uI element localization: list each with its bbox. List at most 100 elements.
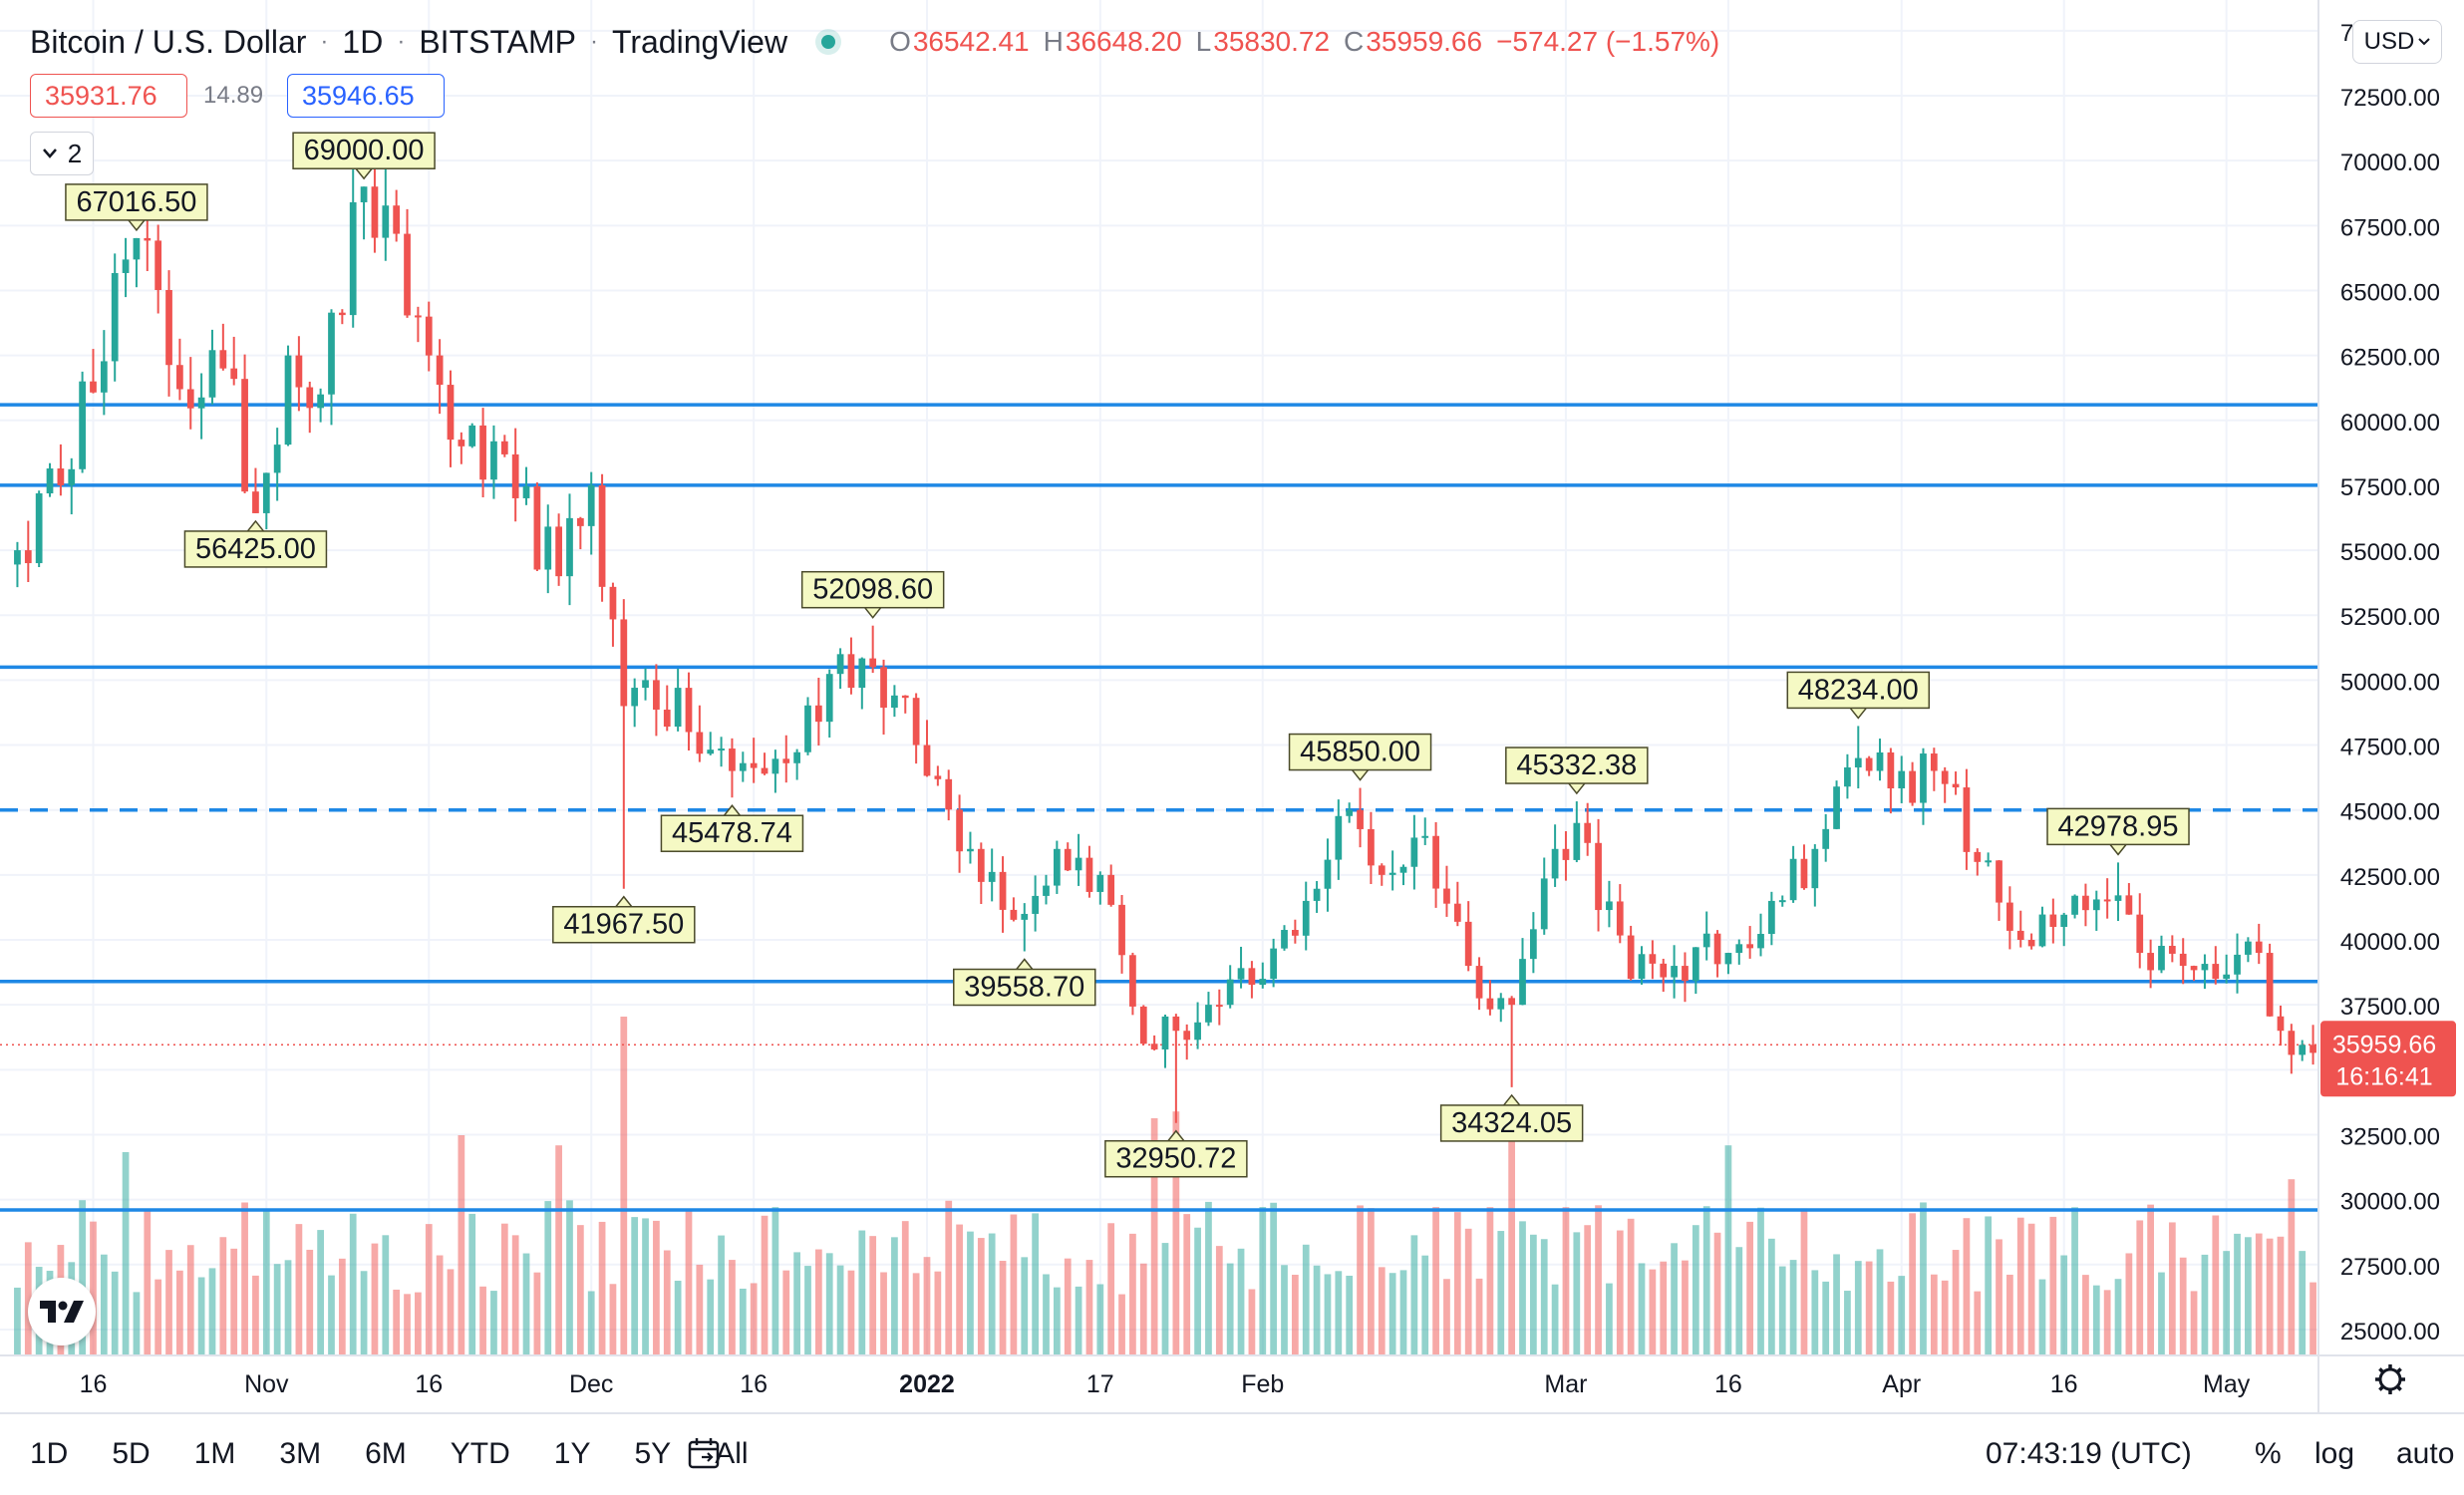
ask-price[interactable]: 35946.65 (287, 74, 445, 118)
last-price-badge[interactable]: 35959.66 16:16:41 (2320, 1021, 2456, 1097)
candle-body (609, 586, 617, 620)
gear-tooth (2378, 1385, 2384, 1391)
chevron-down-icon (2418, 38, 2431, 46)
range-1d[interactable]: 1D (30, 1437, 69, 1470)
volume-bar (1508, 1131, 1516, 1355)
candle-body (1530, 929, 1537, 960)
candle-body (977, 848, 985, 882)
candle-body (360, 186, 368, 202)
candle-body (1595, 842, 1602, 911)
separator-dot: · (397, 28, 406, 55)
volume-bar (1064, 1258, 1072, 1355)
volume-bar (1443, 1279, 1450, 1355)
candle-body (945, 778, 953, 810)
range-3m[interactable]: 3M (279, 1437, 322, 1470)
candle-body (2158, 946, 2165, 971)
candle-body (696, 732, 704, 754)
indicator-count: 2 (67, 138, 83, 168)
range-6m[interactable]: 6M (365, 1437, 407, 1470)
volume-bar (252, 1275, 259, 1355)
auto-toggle[interactable]: auto (2396, 1437, 2455, 1470)
candle-body (1692, 947, 1699, 982)
volume-bar (522, 1253, 530, 1355)
volume-bar (1898, 1276, 1906, 1355)
range-1y[interactable]: 1Y (553, 1437, 591, 1470)
range-ytd[interactable]: YTD (450, 1437, 510, 1470)
volume-bar (1854, 1261, 1862, 1355)
time-tick-label: 2022 (899, 1370, 955, 1398)
candle-body (923, 745, 931, 776)
candle-body (533, 485, 541, 570)
candle-body (1139, 1006, 1147, 1045)
time-tick-label: 17 (1086, 1370, 1114, 1398)
candle-body (511, 453, 519, 498)
price-label-text: 69000.00 (304, 135, 425, 166)
clock-utc[interactable]: 07:43:19 (UTC) (1986, 1437, 2192, 1470)
candle-body (393, 205, 401, 234)
symbol-name[interactable]: Bitcoin / U.S. Dollar (30, 23, 307, 60)
time-tick-label: 16 (415, 1370, 443, 1398)
volume-bar (1996, 1239, 2002, 1355)
candle-body (1118, 904, 1125, 956)
volume-bar (2277, 1236, 2285, 1355)
volume-bar (1822, 1281, 1830, 1355)
volume-bar (1421, 1255, 1429, 1355)
date-range-icon[interactable] (686, 1435, 724, 1473)
volume-bar (176, 1270, 183, 1355)
candle-body (1876, 751, 1884, 771)
bid-price[interactable]: 35931.76 (30, 74, 187, 118)
volume-bar (1952, 1250, 1960, 1355)
candle-body (1302, 900, 1310, 936)
candle-body (1248, 968, 1256, 986)
candle-body (404, 233, 411, 316)
last-price-badge-bg (2320, 1021, 2456, 1097)
spread-value: 14.89 (203, 82, 264, 109)
range-5d[interactable]: 5D (112, 1437, 151, 1470)
candle-body (956, 809, 963, 852)
interval-label[interactable]: 1D (342, 23, 384, 60)
range-1m[interactable]: 1M (193, 1437, 236, 1470)
log-toggle[interactable]: log (2314, 1437, 2355, 1470)
candle-body (1129, 955, 1136, 1007)
volume-bar (2245, 1237, 2252, 1355)
volume-bar (1974, 1291, 1982, 1355)
market-status-icon[interactable] (821, 35, 836, 49)
volume-bar (1497, 1231, 1505, 1355)
volume-bar (2060, 1255, 2068, 1355)
volume-bar (500, 1223, 508, 1355)
gear-icon[interactable] (2375, 1364, 2405, 1394)
volume-bar (1129, 1233, 1136, 1355)
volume-bar (511, 1235, 519, 1355)
callout-box (1288, 733, 1432, 771)
candle-body (1107, 874, 1115, 905)
volume-bar (1671, 1243, 1678, 1355)
candle-body (2299, 1045, 2307, 1055)
time-tick-label: 16 (2050, 1370, 2078, 1398)
volume-bar (2234, 1233, 2241, 1355)
volume-bar (2190, 1291, 2198, 1355)
volume-bar (696, 1264, 704, 1355)
candle-body (2277, 1016, 2285, 1032)
volume-bar (1226, 1263, 1234, 1355)
volume-bar (761, 1215, 769, 1355)
candle-body (674, 688, 682, 728)
collapse-indicators-button[interactable]: 2 (30, 132, 94, 175)
volume-bar (2147, 1204, 2154, 1355)
range-5y[interactable]: 5Y (634, 1437, 672, 1470)
candle-body (1682, 966, 1689, 982)
range-all[interactable]: All (715, 1437, 749, 1470)
candle-body (2223, 974, 2231, 980)
currency-selector[interactable]: USD (2352, 20, 2442, 64)
volume-bar (2179, 1257, 2187, 1355)
tradingview-logo-icon[interactable] (28, 1278, 96, 1346)
volume-bar (1043, 1274, 1050, 1355)
candle-body (1671, 966, 1678, 978)
candle-body (219, 350, 227, 369)
volume-bar (1833, 1254, 1840, 1355)
percent-toggle[interactable]: % (2255, 1437, 2282, 1470)
candle-body (2168, 946, 2176, 954)
volume-bar (2006, 1274, 2013, 1355)
volume-bar (2125, 1253, 2133, 1355)
volume-bar (1085, 1260, 1093, 1355)
